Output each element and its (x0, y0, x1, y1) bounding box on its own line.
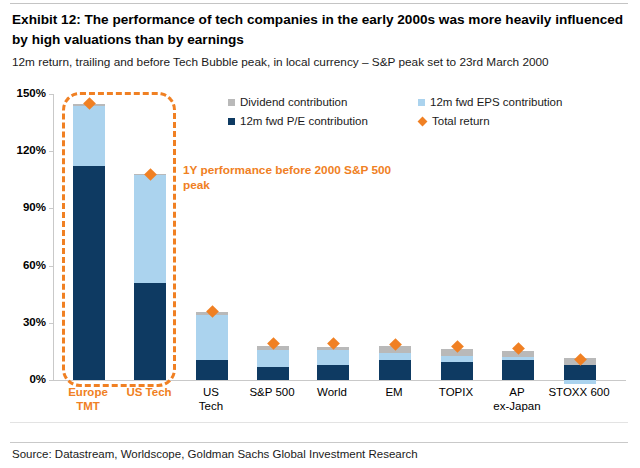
y-tick-label: 30% (0, 316, 46, 328)
bar-segment (317, 365, 349, 380)
bar-segment (317, 350, 349, 364)
y-tick-label: 60% (0, 259, 46, 271)
bar-segment (564, 380, 596, 384)
y-tick-label: 0% (0, 373, 46, 385)
bar-segment (441, 356, 473, 362)
y-tick-label: 120% (0, 144, 46, 156)
bar-segment (379, 360, 411, 380)
y-tick-mark (49, 151, 53, 152)
y-tick-mark (49, 94, 53, 95)
bar-segment (441, 362, 473, 380)
y-tick-mark (49, 380, 53, 381)
bar-segment (502, 360, 534, 380)
bar-segment (257, 367, 289, 380)
annotation-text: 1Y performance before 2000 S&P 500 peak (183, 163, 395, 194)
bar-segment (379, 353, 411, 360)
bar-segment (196, 360, 228, 380)
y-tick-mark (49, 323, 53, 324)
y-tick-mark (49, 208, 53, 209)
top-divider (10, 3, 628, 4)
chart-bottom-divider (10, 422, 628, 423)
bar-segment (564, 365, 596, 380)
y-tick-label: 90% (0, 201, 46, 213)
bar-segment (502, 357, 534, 360)
highlight-dashed-box (62, 92, 176, 387)
y-tick-mark (49, 266, 53, 267)
x-category-label: STOXX 600 (541, 385, 617, 399)
bar-segment (257, 350, 289, 367)
y-tick-label: 150% (0, 87, 46, 99)
source-divider (10, 442, 628, 443)
bar-segment (196, 315, 228, 360)
chart-subtitle: 12m return, trailing and before Tech Bub… (12, 55, 632, 69)
page-title: Exhibit 12: The performance of tech comp… (12, 10, 628, 49)
source-text: Source: Datastream, Worldscope, Goldman … (12, 448, 632, 460)
